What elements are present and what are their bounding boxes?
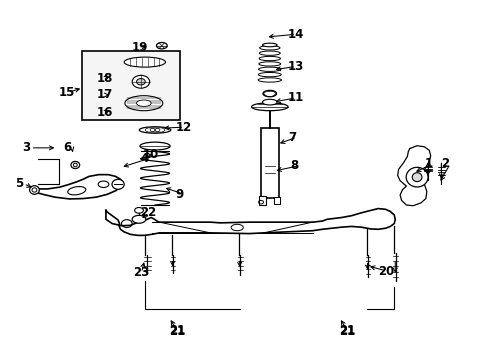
Text: 18: 18 bbox=[96, 72, 112, 85]
Text: 9: 9 bbox=[175, 188, 183, 201]
Ellipse shape bbox=[258, 78, 281, 82]
Ellipse shape bbox=[139, 127, 170, 133]
Ellipse shape bbox=[259, 51, 280, 55]
Ellipse shape bbox=[258, 67, 281, 71]
Bar bbox=[273, 197, 280, 204]
Text: 10: 10 bbox=[142, 148, 158, 162]
Text: 6: 6 bbox=[63, 141, 71, 154]
Text: 14: 14 bbox=[287, 28, 303, 41]
Text: 17: 17 bbox=[96, 89, 112, 102]
Text: 19: 19 bbox=[131, 41, 148, 54]
Text: 22: 22 bbox=[140, 206, 156, 219]
Text: 13: 13 bbox=[287, 60, 303, 73]
Bar bbox=[81, 51, 180, 120]
Ellipse shape bbox=[259, 46, 280, 50]
Text: 21: 21 bbox=[169, 325, 185, 338]
Text: 7: 7 bbox=[287, 131, 296, 144]
Ellipse shape bbox=[262, 99, 277, 105]
Text: 15: 15 bbox=[59, 86, 75, 99]
Text: 4: 4 bbox=[140, 152, 148, 165]
Ellipse shape bbox=[258, 72, 281, 77]
Ellipse shape bbox=[124, 57, 165, 67]
Text: 20: 20 bbox=[377, 265, 394, 278]
Text: 16: 16 bbox=[96, 105, 112, 119]
Bar bbox=[259, 196, 265, 205]
Text: 21: 21 bbox=[339, 325, 355, 338]
Ellipse shape bbox=[136, 100, 151, 107]
Text: 5: 5 bbox=[15, 177, 23, 190]
Ellipse shape bbox=[30, 186, 39, 194]
Text: 11: 11 bbox=[287, 91, 303, 104]
Ellipse shape bbox=[262, 43, 277, 47]
Ellipse shape bbox=[411, 173, 421, 181]
Ellipse shape bbox=[112, 179, 124, 189]
Text: 21: 21 bbox=[169, 324, 185, 337]
Ellipse shape bbox=[140, 142, 170, 150]
Ellipse shape bbox=[134, 207, 143, 213]
Ellipse shape bbox=[156, 42, 167, 49]
Ellipse shape bbox=[406, 167, 427, 187]
Text: 3: 3 bbox=[22, 141, 30, 154]
Text: 23: 23 bbox=[132, 266, 149, 279]
Ellipse shape bbox=[258, 62, 280, 66]
Text: 21: 21 bbox=[339, 324, 355, 337]
Ellipse shape bbox=[263, 90, 276, 97]
Ellipse shape bbox=[71, 161, 80, 168]
Text: 8: 8 bbox=[290, 159, 298, 172]
Text: 1: 1 bbox=[424, 157, 432, 170]
Ellipse shape bbox=[259, 57, 280, 61]
Text: 12: 12 bbox=[175, 121, 191, 134]
Ellipse shape bbox=[124, 96, 163, 111]
Bar bbox=[261, 128, 278, 198]
Ellipse shape bbox=[132, 75, 149, 88]
Ellipse shape bbox=[132, 215, 145, 223]
Ellipse shape bbox=[251, 103, 287, 111]
Text: 2: 2 bbox=[441, 157, 448, 170]
Ellipse shape bbox=[136, 78, 145, 85]
